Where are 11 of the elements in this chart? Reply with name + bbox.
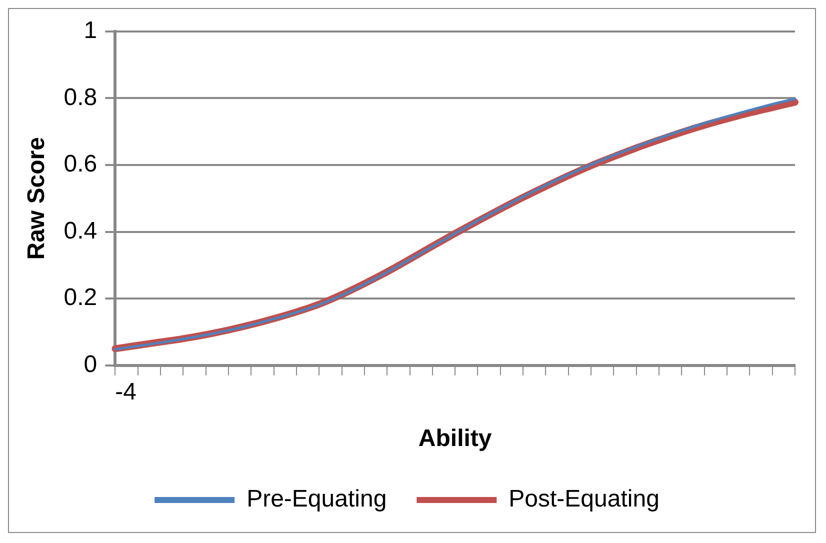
y-axis-title: Raw Score <box>23 137 50 260</box>
x-tick-label: -4 <box>115 378 137 406</box>
y-tick-label: 0.2 <box>64 284 98 312</box>
legend-label: Post-Equating <box>508 486 660 513</box>
y-tick-label: 0 <box>84 351 98 378</box>
y-tick-label: 0.4 <box>64 217 98 244</box>
x-axis-title: Ability <box>418 425 492 452</box>
y-tick-label: 1 <box>84 17 98 44</box>
legend-label: Pre-Equating <box>246 486 387 513</box>
y-tick-label: 0.8 <box>64 84 98 111</box>
y-tick-label: 0.6 <box>64 150 98 178</box>
